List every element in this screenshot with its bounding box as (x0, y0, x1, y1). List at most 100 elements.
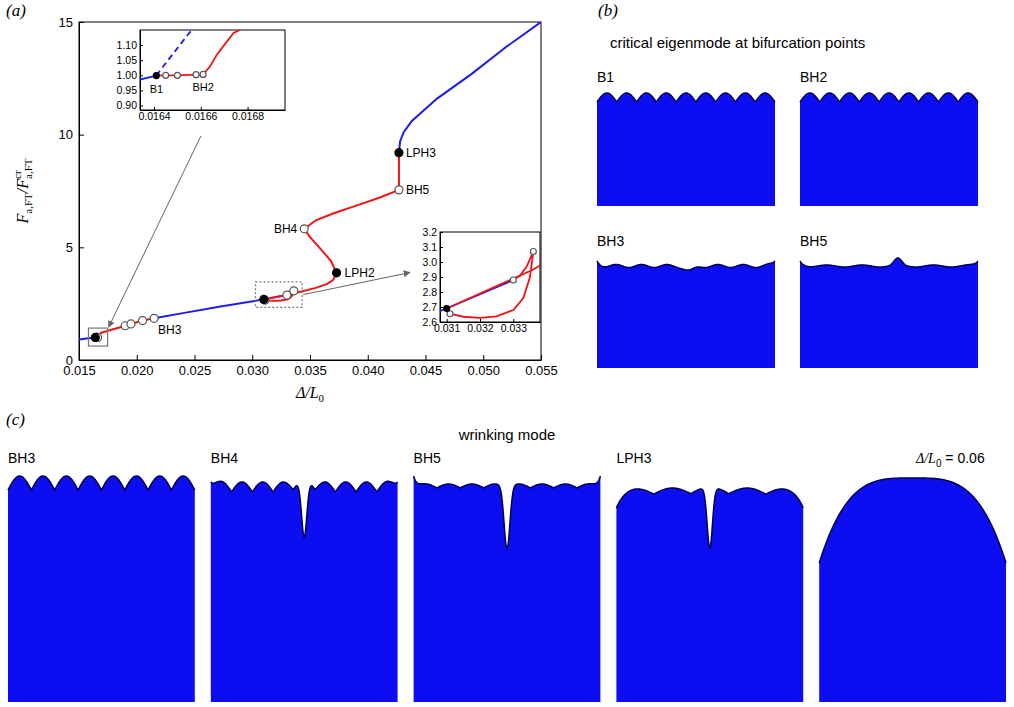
x-tick-label: 0.033 (501, 322, 527, 334)
point-label: LPH2 (345, 266, 375, 280)
marks (79, 22, 541, 341)
mode-body (800, 93, 978, 206)
y-tick: 1.10 (117, 39, 143, 51)
y-tick-label: 3.2 (422, 226, 437, 238)
y-axis: 0 5 10 15 (59, 15, 84, 368)
x-axis: 0.0150.0200.0250.0300.0350.0400.0450.050… (63, 355, 558, 378)
y-tick-mark (79, 135, 84, 136)
y-tick-label: 2.7 (422, 301, 437, 313)
y-tick-label: 3.1 (422, 241, 437, 253)
x-tick-mark (483, 355, 484, 360)
x-tick-label: 0.035 (294, 363, 327, 378)
x-tick: 0.040 (352, 355, 385, 378)
x-tick-mark (426, 355, 427, 360)
x-tick: 0.020 (121, 355, 154, 378)
point (200, 71, 206, 77)
point (139, 317, 147, 325)
x-tick: 0.0168 (232, 107, 264, 122)
zoom-box (88, 328, 107, 346)
x-axis: 0.031 0.032 0.033 (434, 319, 540, 334)
mode-image (616, 488, 803, 702)
panel-label: (b) (598, 1, 618, 20)
y-tick-label: 1.00 (117, 69, 138, 81)
mode-label: BH2 (800, 69, 827, 85)
x-tick-label: 0.031 (434, 322, 460, 334)
x-tick-label: 0.0166 (185, 110, 217, 122)
panel-label: (a) (6, 1, 26, 20)
y-tick-label: 0.95 (117, 84, 138, 96)
mode-outline (8, 476, 195, 490)
x-tick-label: 0.040 (352, 363, 385, 378)
mode-image (597, 93, 775, 206)
curve (447, 252, 534, 318)
point (444, 306, 450, 312)
point (530, 249, 536, 255)
mode-image (800, 258, 978, 368)
point (260, 295, 268, 303)
curve (154, 295, 287, 318)
x-axis-title: Δ/L0 (295, 384, 325, 404)
x-tick-mark (310, 355, 311, 360)
point (333, 269, 341, 277)
panel-label: (c) (6, 410, 25, 429)
point (300, 225, 308, 233)
mode-image (800, 93, 978, 206)
y-tick-label: 5 (66, 240, 73, 255)
mode-outline (819, 478, 1006, 563)
y-tick-label: 1.05 (117, 54, 138, 66)
y-tick-label: 15 (59, 15, 73, 30)
point (174, 72, 180, 78)
point (163, 72, 169, 78)
y-tick-label: 3.0 (422, 256, 437, 268)
mode-label-part: Δ/L (915, 451, 936, 466)
mode-image (211, 481, 398, 702)
point (153, 73, 159, 79)
x-tick: 0.032 (467, 319, 493, 334)
mode-label: B1 (597, 69, 614, 85)
point-label: BH4 (274, 222, 298, 236)
x-tick: 0.031 (434, 319, 460, 334)
point-label: B1 (150, 83, 163, 95)
y-tick: 5 (66, 240, 84, 255)
y-tick-label: 1.10 (117, 39, 138, 51)
plot-frame (140, 30, 285, 110)
point-label: BH2 (192, 81, 213, 93)
point (395, 149, 403, 157)
x-tick-label: 0.0168 (232, 110, 264, 122)
x-tick-label: 0.055 (525, 363, 558, 378)
mode-label: LPH3 (616, 450, 651, 466)
mode-body (616, 488, 803, 702)
mode-outline (597, 93, 775, 102)
x-tick: 0.0166 (185, 107, 217, 122)
y-tick-label: 2.8 (422, 286, 437, 298)
x-tick: 0.0164 (138, 107, 170, 122)
point (127, 320, 135, 328)
mode-body (414, 476, 601, 702)
x-tick-mark (368, 355, 369, 360)
point-label: BH5 (406, 183, 430, 197)
y-tick: 0.90 (117, 99, 143, 111)
mode-image (597, 261, 775, 368)
y-tick-label: 0 (66, 353, 73, 368)
mode-label: BH5 (414, 450, 441, 466)
curve (440, 280, 513, 322)
y-axis-title-part: /F (14, 179, 31, 194)
y-tick-label: 2.6 (422, 316, 437, 328)
x-tick-label: 0.020 (121, 363, 154, 378)
panel-title: wrinking mode (458, 426, 556, 443)
x-tick: 0.025 (179, 355, 212, 378)
curve (156, 30, 200, 76)
x-tick-label: 0.032 (467, 322, 493, 334)
mode-outline (597, 261, 775, 270)
x-tick-label: 0.0164 (138, 110, 170, 122)
mode-label: Δ/L0 = 0.06 (915, 450, 985, 469)
x-axis-title-part: Δ/L (295, 384, 319, 401)
x-tick: 0.033 (501, 319, 527, 334)
y-tick: 10 (59, 127, 84, 142)
y-tick: 1.00 (117, 69, 143, 81)
zoom-box (255, 282, 302, 308)
y-tick: 1.05 (117, 54, 143, 66)
point-label: BH3 (158, 323, 182, 337)
y-axis-title-part: a,FT (22, 158, 34, 179)
zoom-arrow (303, 273, 410, 295)
